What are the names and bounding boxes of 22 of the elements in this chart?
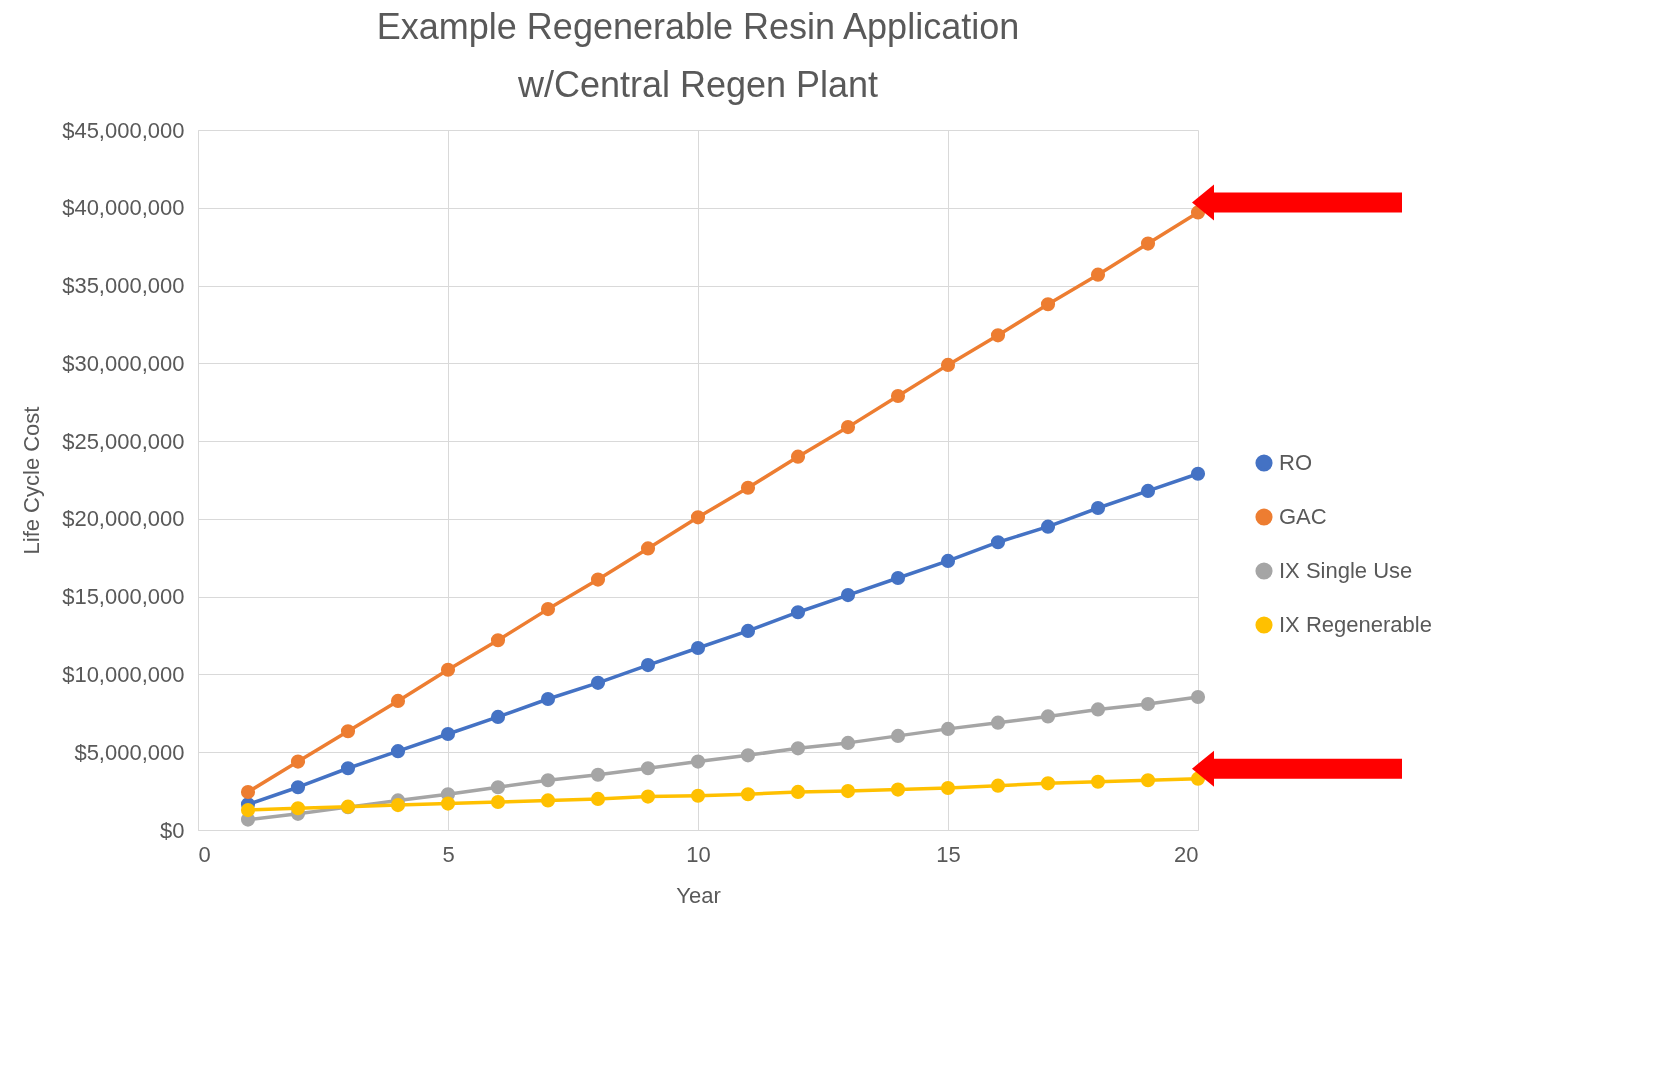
y-tick-label: $45,000,000 bbox=[62, 117, 185, 143]
legend-label: RO bbox=[1279, 450, 1312, 475]
y-tick-label: $30,000,000 bbox=[62, 350, 185, 376]
legend-label: GAC bbox=[1279, 504, 1327, 529]
y-tick-label: $0 bbox=[160, 817, 185, 843]
x-tick-label: 0 bbox=[198, 841, 211, 867]
x-tick-label: 15 bbox=[936, 841, 961, 867]
y-tick-label: $5,000,000 bbox=[74, 739, 185, 765]
y-tick-label: $35,000,000 bbox=[62, 273, 185, 299]
y-tick-label: $40,000,000 bbox=[62, 195, 185, 221]
y-tick-label: $15,000,000 bbox=[62, 584, 185, 610]
x-tick-label: 5 bbox=[442, 841, 455, 867]
y-tick-label: $10,000,000 bbox=[62, 661, 185, 687]
x-tick-label: 10 bbox=[686, 841, 711, 867]
x-tick-label: 20 bbox=[1174, 841, 1199, 867]
y-axis-title: Life Cycle Cost bbox=[19, 406, 45, 555]
y-tick-label: $20,000,000 bbox=[62, 506, 185, 532]
chart-title: Example Regenerable Resin Application w/Central Regen Plant bbox=[376, 6, 1020, 105]
y-tick-label: $25,000,000 bbox=[62, 428, 185, 454]
x-axis-title: Year bbox=[676, 882, 721, 908]
legend-label: IX Single Use bbox=[1279, 558, 1413, 583]
legend-label: IX Regenerable bbox=[1279, 612, 1432, 637]
